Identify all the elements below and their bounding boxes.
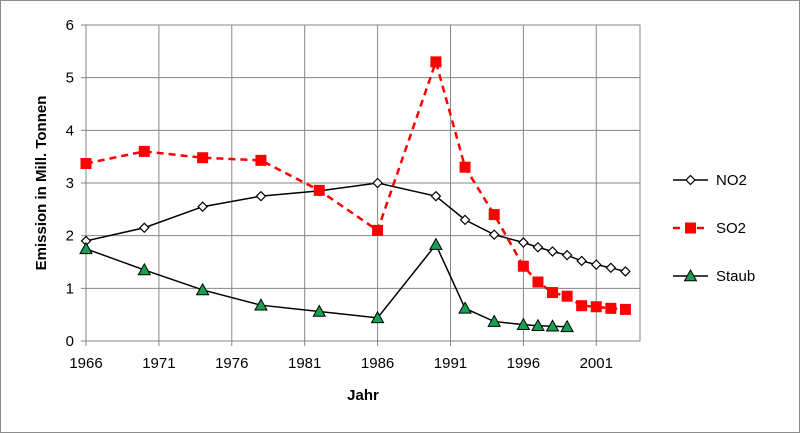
data-point <box>561 290 573 302</box>
data-point <box>531 318 545 332</box>
data-point <box>517 260 529 272</box>
series-staub <box>79 237 574 333</box>
y-tick-label: 3 <box>66 175 74 192</box>
legend-marker <box>683 268 698 282</box>
data-point <box>313 184 325 196</box>
data-point <box>545 319 560 332</box>
y-tick-label: 6 <box>66 17 74 34</box>
legend-label: NO2 <box>716 172 747 189</box>
data-point <box>619 303 631 315</box>
data-point <box>80 158 92 170</box>
y-tick-labels: 0 1 2 3 4 5 6 <box>66 17 74 350</box>
legend-item-staub: Staub <box>673 268 755 285</box>
series-line <box>85 182 626 273</box>
data-point <box>560 319 574 333</box>
y-tick-label: 2 <box>66 228 74 245</box>
y-tick-label: 1 <box>66 280 74 297</box>
data-point <box>255 154 267 166</box>
x-axis-label: Jahr <box>347 387 379 404</box>
grid-lines <box>81 24 641 346</box>
data-point <box>532 241 544 253</box>
legend-label: SO2 <box>716 220 746 237</box>
legend-marker <box>685 222 696 234</box>
y-tick-label: 0 <box>66 333 74 350</box>
data-point <box>79 241 93 255</box>
y-tick-label: 4 <box>66 122 74 139</box>
data-point <box>430 190 442 202</box>
data-point <box>138 222 150 234</box>
series-lines <box>79 56 631 333</box>
data-point <box>605 262 617 274</box>
series-so2 <box>80 56 631 315</box>
data-point <box>429 237 443 250</box>
data-point <box>576 255 588 267</box>
data-point <box>518 237 529 248</box>
data-point <box>372 224 384 236</box>
y-tick-label: 5 <box>66 70 74 87</box>
y-axis-label: Emission in Mill. Tonnen <box>33 96 50 271</box>
data-point <box>197 201 208 213</box>
data-point <box>312 304 327 317</box>
series-no2 <box>80 177 631 277</box>
x-tick-label: 1976 <box>215 355 248 372</box>
data-point <box>138 145 150 157</box>
data-point <box>255 190 267 202</box>
data-point <box>137 262 152 276</box>
x-tick-label: 1966 <box>69 355 102 372</box>
data-point <box>532 276 544 288</box>
legend-item-no2: NO2 <box>673 172 747 189</box>
data-point <box>254 298 268 311</box>
data-point <box>488 229 500 240</box>
data-point <box>576 300 588 312</box>
data-point <box>459 161 471 173</box>
data-point <box>459 214 471 226</box>
x-tick-label: 1991 <box>434 355 467 372</box>
data-point <box>458 301 472 314</box>
x-tick-label: 1981 <box>288 355 321 372</box>
data-point <box>561 249 573 261</box>
legend-item-so2: SO2 <box>673 220 746 237</box>
series-line <box>85 243 568 328</box>
x-tick-labels: 1966 1971 1976 1981 1986 1991 1996 2001 <box>69 355 613 372</box>
data-point <box>195 282 210 296</box>
data-point <box>197 152 209 164</box>
data-point <box>372 177 383 189</box>
data-point <box>430 56 442 68</box>
data-point <box>516 317 531 330</box>
data-point <box>590 301 602 313</box>
data-point <box>487 314 502 327</box>
data-point <box>547 246 558 257</box>
data-point <box>547 287 559 299</box>
x-tick-label: 1986 <box>361 355 394 372</box>
x-tick-label: 1971 <box>142 355 175 372</box>
data-point <box>620 266 631 277</box>
data-point <box>488 209 500 221</box>
data-point <box>590 259 602 270</box>
legend-label: Staub <box>716 268 755 285</box>
legend: NO2 SO2 Staub <box>673 172 755 285</box>
legend-marker <box>685 174 696 186</box>
data-point <box>370 310 385 324</box>
data-point <box>605 302 617 314</box>
x-tick-label: 2001 <box>580 355 613 372</box>
x-tick-label: 1996 <box>507 355 540 372</box>
